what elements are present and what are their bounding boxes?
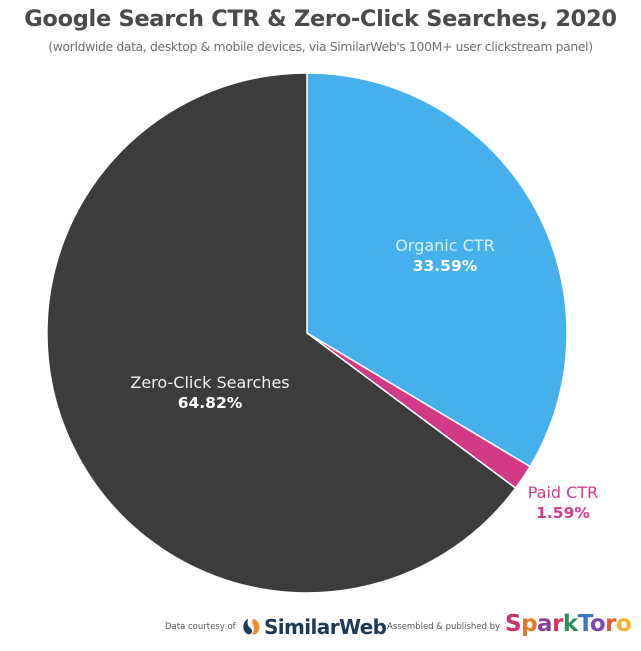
similarweb-logo-icon xyxy=(243,619,260,635)
label-zero-click-name: Zero-Click Searches xyxy=(130,373,290,392)
chart-subtitle: (worldwide data, desktop & mobile device… xyxy=(48,39,593,54)
sparktoro-logo-letter: S xyxy=(505,611,522,637)
data-courtesy-text: Data courtesy of xyxy=(165,622,236,632)
slice-organic-ctr xyxy=(306,72,568,468)
similarweb-logo: SimilarWeb xyxy=(240,613,387,641)
label-paid-value: 1.59% xyxy=(536,504,590,522)
label-zero-click-value: 64.82% xyxy=(177,394,243,412)
footer-credits: Data courtesy of SimilarWeb Assembled & … xyxy=(0,608,641,648)
label-organic-name: Organic CTR xyxy=(395,236,495,255)
sparktoro-logo-letter: p xyxy=(521,611,538,637)
sparktoro-logo-letter: r xyxy=(605,611,617,637)
slice-zero-click-searches xyxy=(46,72,517,594)
label-zero-click: Zero-Click Searches 64.82% xyxy=(100,373,320,413)
sparktoro-logo-letter: T xyxy=(577,611,591,637)
similarweb-logo-text: SimilarWeb xyxy=(264,615,387,639)
label-organic-ctr: Organic CTR 33.59% xyxy=(360,236,530,276)
sparktoro-logo-letter: k xyxy=(562,611,578,637)
label-paid-ctr: Paid CTR 1.59% xyxy=(508,483,618,523)
sparktoro-logo-letter: o xyxy=(616,611,632,637)
assembled-published-text: Assembled & published by xyxy=(387,622,501,632)
sparktoro-logo-letter: a xyxy=(537,611,553,637)
sparktoro-logo-letter: o xyxy=(589,611,606,637)
chart-title: Google Search CTR & Zero-Click Searches,… xyxy=(24,6,617,32)
label-paid-name: Paid CTR xyxy=(527,483,599,502)
sparktoro-logo: SparkToro xyxy=(505,611,632,637)
label-organic-value: 33.59% xyxy=(412,257,478,275)
sparktoro-logo-letter: r xyxy=(552,611,563,637)
